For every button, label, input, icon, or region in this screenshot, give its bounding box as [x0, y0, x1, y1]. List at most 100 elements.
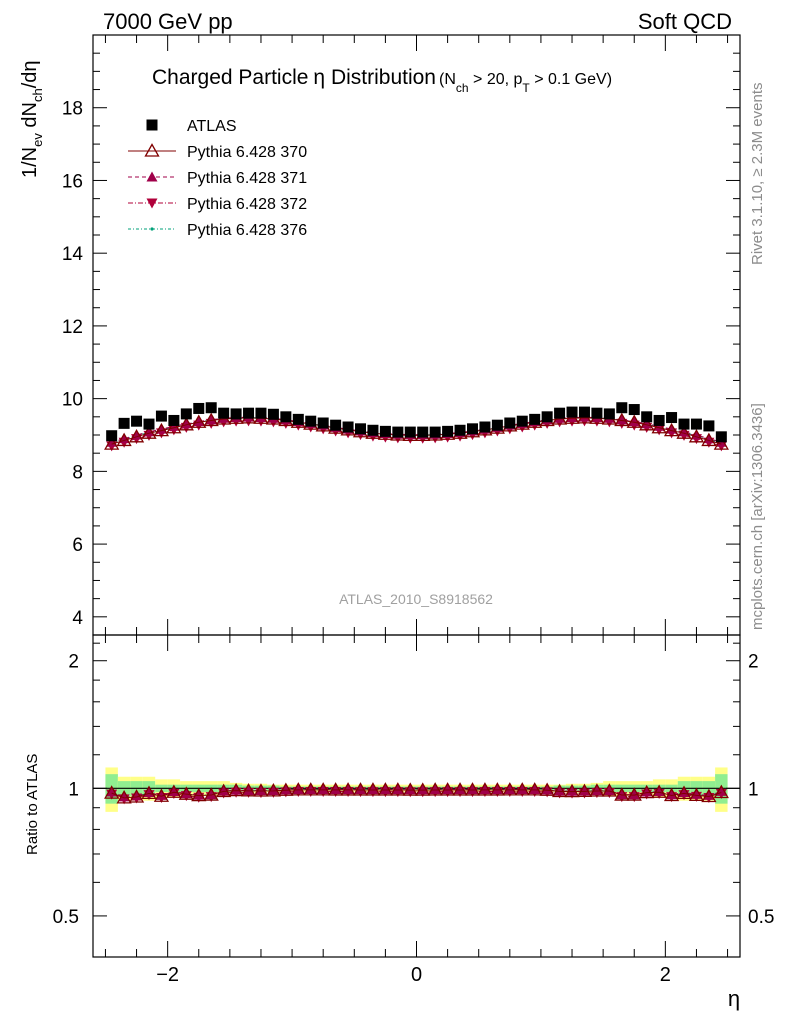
ratio-tick-label-left: 2	[68, 652, 79, 673]
mcplots-label: mcplots.cern.ch [arXiv:1306.3436]	[749, 403, 766, 630]
legend-marker	[146, 198, 158, 209]
ratio-point	[116, 790, 132, 804]
series-atlas	[106, 402, 727, 443]
ratio-point	[477, 782, 493, 796]
data-point	[529, 413, 541, 425]
ratio-point	[303, 782, 319, 796]
ratio-point	[641, 786, 653, 797]
data-point	[292, 413, 304, 425]
ratio-point	[365, 782, 381, 796]
ratio-point	[429, 784, 441, 795]
legend-marker	[150, 227, 154, 231]
ratio-line	[111, 789, 722, 799]
data-point	[479, 421, 491, 433]
ratio-point	[651, 784, 667, 798]
data-point	[305, 415, 317, 427]
ratio-point	[404, 784, 416, 795]
ratio-point	[330, 784, 342, 795]
ratio-point	[578, 785, 590, 796]
legend-label: Pythia 6.428 372	[187, 196, 307, 213]
ratio-point	[178, 786, 194, 800]
data-point	[554, 407, 566, 419]
ratio-point	[278, 782, 294, 796]
ratio-point	[392, 784, 404, 795]
data-point	[466, 423, 478, 435]
ratio-point	[688, 787, 705, 802]
data-point	[690, 418, 702, 430]
energy-label: 7000 GeV pp	[103, 9, 233, 34]
ratio-point	[367, 784, 379, 795]
legend-marker	[146, 171, 158, 182]
data-point	[491, 419, 503, 431]
data-point	[676, 425, 692, 439]
data-point	[218, 407, 230, 419]
ratio-point	[427, 782, 443, 796]
data-point	[516, 415, 528, 427]
legend-entry: Pythia 6.428 370	[128, 143, 307, 161]
data-point	[203, 412, 219, 427]
data-point	[168, 414, 180, 426]
y-tick-label-top: 8	[72, 462, 83, 483]
category-label: Soft QCD	[638, 9, 732, 34]
data-point	[616, 414, 628, 425]
ratio-point	[355, 784, 367, 795]
ratio-point	[340, 782, 356, 796]
legend: ATLAS Pythia 6.428 370 Pythia 6.428 371 Pyt…	[128, 118, 307, 239]
legend-entry: Pythia 6.428 376	[128, 222, 307, 239]
y-tick-label-top: 14	[62, 244, 84, 265]
data-point	[118, 417, 130, 429]
ratio-point	[230, 784, 242, 795]
y-tick-label-top: 4	[72, 608, 83, 629]
data-point	[106, 430, 118, 442]
data-point	[180, 408, 192, 420]
legend-label: Pythia 6.428 370	[187, 144, 307, 161]
ratio-point	[292, 784, 304, 795]
data-point	[355, 423, 367, 435]
ratio-point	[265, 783, 282, 797]
data-point	[442, 425, 454, 437]
data-point	[193, 402, 205, 414]
ratio-point	[305, 784, 317, 795]
data-point	[106, 436, 118, 447]
ratio-point	[678, 787, 690, 798]
ratio-point	[527, 782, 543, 796]
ratio-point	[452, 782, 468, 796]
main-plot-series	[104, 402, 729, 452]
ratio-tick-label-left: 1	[68, 779, 79, 800]
data-point	[566, 406, 578, 418]
data-point	[255, 407, 267, 419]
plot-title: Charged Particle η Distribution (Nch > 20,…	[152, 66, 612, 95]
ratio-point	[104, 785, 120, 799]
ratio-point	[352, 782, 369, 796]
ratio-tick-label-left: 0.5	[53, 907, 79, 928]
ratio-point	[402, 782, 418, 796]
ratio-point	[491, 784, 503, 795]
ratio-point	[626, 787, 642, 801]
data-point	[178, 416, 194, 431]
ratio-point	[591, 785, 603, 796]
data-point	[429, 426, 441, 438]
ratio-point	[464, 782, 481, 796]
series-line	[111, 417, 722, 445]
data-point	[193, 416, 205, 427]
x-axis-label: η	[728, 986, 740, 1011]
data-point	[666, 412, 678, 424]
ratio-point	[118, 791, 130, 802]
data-point	[267, 408, 279, 420]
y-axis-label-top: 1/Nev dNch/dη	[19, 60, 45, 178]
data-point	[230, 408, 242, 420]
ratio-point	[267, 784, 279, 795]
x-tick-label: 0	[411, 964, 422, 986]
data-point	[628, 404, 640, 416]
data-point	[713, 436, 729, 450]
data-point	[342, 421, 354, 433]
y-tick-label-top: 10	[62, 390, 83, 411]
ratio-point	[504, 784, 516, 795]
ratio-point	[379, 784, 391, 795]
ratio-point	[628, 789, 640, 800]
ratio-point	[551, 783, 568, 798]
data-point	[131, 429, 143, 440]
ratio-point	[166, 784, 182, 798]
